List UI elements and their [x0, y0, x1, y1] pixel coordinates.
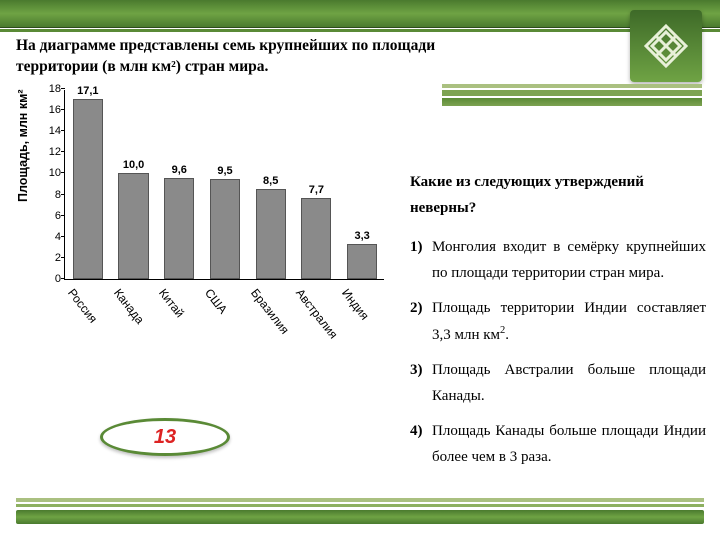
y-tick-label: 16 — [39, 104, 61, 116]
y-tick-label: 8 — [39, 189, 61, 201]
statement-item: 1)Монголия входит в семёрку крупнейших п… — [410, 235, 706, 286]
bar-value-label: 9,6 — [165, 164, 193, 176]
x-tick-label: Китай — [156, 286, 187, 320]
question-block: Какие из следующих утверждений неверны? … — [410, 170, 706, 480]
bar-value-label: 7,7 — [302, 184, 330, 196]
question-prompt: Какие из следующих утверждений неверны? — [410, 170, 706, 221]
bar-value-label: 8,5 — [257, 175, 285, 187]
bar-value-label: 9,5 — [211, 165, 239, 177]
statement-item: 3)Площадь Австралии больше площади Канад… — [410, 358, 706, 409]
bar: 8,5 — [256, 189, 286, 279]
prompt-pre: Какие из следующих утверждений — [410, 174, 644, 190]
y-tick-label: 18 — [39, 83, 61, 95]
statement-num: 4) — [410, 419, 423, 445]
bar-value-label: 17,1 — [74, 85, 102, 97]
prompt-emph: неверны — [410, 200, 469, 216]
header-bar — [0, 0, 720, 28]
y-axis-title: Площадь, млн км² — [16, 90, 30, 203]
statement-num: 1) — [410, 235, 423, 261]
bar: 17,1 — [73, 99, 103, 280]
answer-pill: 13 — [100, 418, 230, 456]
x-tick-label: США — [202, 286, 230, 316]
statement-item: 2)Площадь территории Индии составляет 3,… — [410, 296, 706, 348]
statement-num: 3) — [410, 358, 423, 384]
x-tick-label: Индия — [339, 286, 372, 323]
bar-chart: Площадь, млн км² 02468101214161817,1Росс… — [14, 82, 399, 322]
x-tick-label: Австралия — [293, 286, 341, 341]
answer-value: 13 — [154, 426, 176, 449]
ornament-icon — [642, 22, 690, 70]
bar-value-label: 10,0 — [119, 159, 147, 171]
chart-plot-area: 02468101214161817,1Россия10,0Канада9,6Ки… — [64, 90, 384, 280]
x-tick-label: Россия — [65, 286, 100, 326]
footer-bar — [16, 498, 704, 524]
bar: 10,0 — [118, 173, 148, 279]
y-tick-label: 10 — [39, 167, 61, 179]
y-tick-label: 0 — [39, 273, 61, 285]
x-tick-label: Бразилия — [248, 286, 292, 337]
prompt-post: ? — [469, 200, 477, 216]
x-tick-label: Канада — [110, 286, 146, 327]
statement-num: 2) — [410, 296, 423, 322]
y-tick-label: 12 — [39, 146, 61, 158]
bar: 7,7 — [301, 198, 331, 279]
y-tick-label: 2 — [39, 252, 61, 264]
statement-list: 1)Монголия входит в семёрку крупнейших п… — [410, 235, 706, 470]
bar-value-label: 3,3 — [348, 230, 376, 242]
y-tick-label: 4 — [39, 231, 61, 243]
ornament-underline — [442, 84, 702, 106]
bar: 9,5 — [210, 179, 240, 279]
ornament-logo — [630, 10, 702, 82]
bar: 3,3 — [347, 244, 377, 279]
y-tick-label: 6 — [39, 210, 61, 222]
statement-item: 4)Площадь Канады больше площади Индии бо… — [410, 419, 706, 470]
problem-title: На диаграмме представлены семь крупнейши… — [16, 36, 436, 78]
bar: 9,6 — [164, 178, 194, 279]
y-tick-label: 14 — [39, 125, 61, 137]
